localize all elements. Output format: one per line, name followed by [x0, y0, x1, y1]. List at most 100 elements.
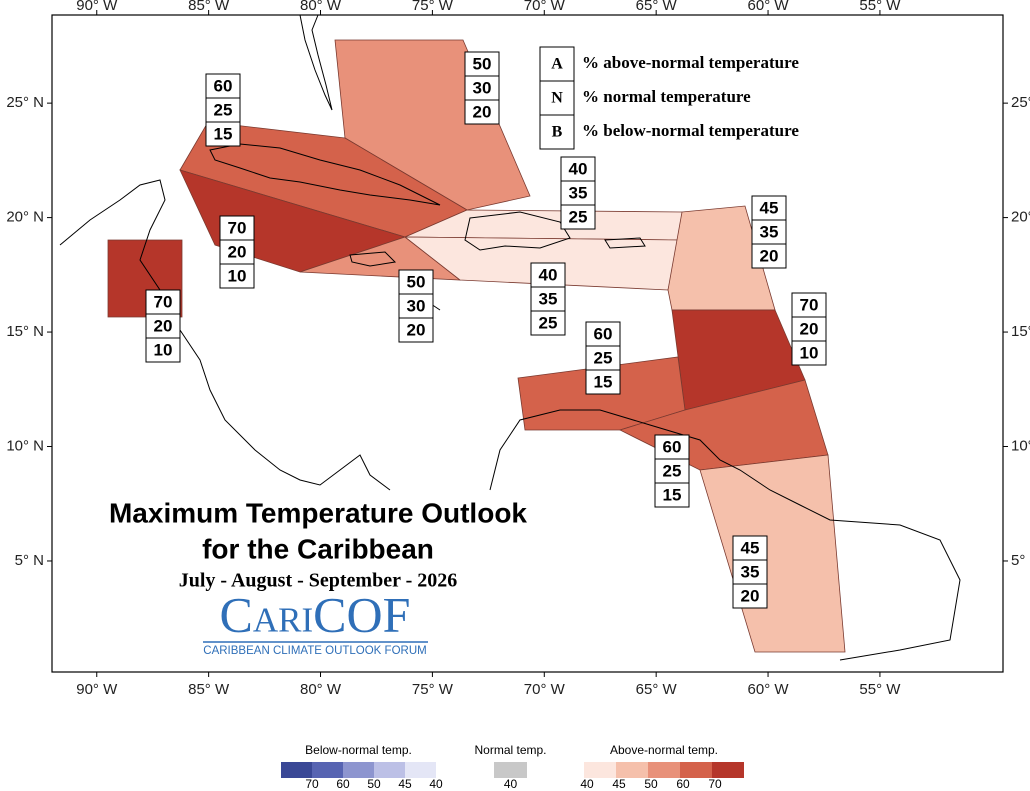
label-cell	[464, 99, 500, 125]
lon-label: 75° W	[412, 0, 454, 14]
scale-swatch	[281, 762, 312, 778]
probability: 15	[663, 485, 682, 504]
probability: 20	[800, 319, 819, 338]
lon-label: 80° W	[300, 0, 342, 14]
label-cell	[205, 121, 241, 147]
scale-tick: 60	[336, 777, 350, 791]
probability: 20	[741, 586, 760, 605]
label-cell	[732, 583, 768, 609]
probability: 20	[228, 242, 247, 261]
title: Maximum Temperature Outlook	[109, 497, 527, 528]
scale-swatch	[680, 762, 712, 778]
probability: 25	[214, 100, 233, 119]
probability: 20	[473, 102, 492, 121]
lat-label: 10° N	[1011, 437, 1030, 454]
south-america	[489, 409, 961, 661]
label-cell	[530, 262, 566, 288]
lat-label: 20° N	[1011, 209, 1030, 226]
scale-swatch	[494, 762, 527, 778]
scale-swatch	[648, 762, 680, 778]
lon-label: 85° W	[188, 0, 230, 14]
probability: 60	[594, 324, 613, 343]
scale-swatch	[343, 762, 374, 778]
lon-label: 65° W	[636, 0, 678, 14]
key-cell	[539, 114, 575, 150]
lon-label: 80° W	[300, 681, 342, 698]
probability: 20	[760, 246, 779, 265]
scale-tick: 50	[644, 777, 658, 791]
puerto-rico	[604, 237, 646, 249]
lon-label: 75° W	[412, 681, 454, 698]
probability: 35	[741, 562, 760, 581]
label-cell	[145, 337, 181, 363]
label-cell	[219, 263, 255, 289]
label-cell	[585, 321, 621, 347]
probability: 45	[741, 538, 760, 557]
probability: 45	[760, 198, 779, 217]
logo-name: CariCOF	[220, 586, 411, 642]
central-america	[59, 179, 391, 491]
scale-swatch	[405, 762, 436, 778]
label-cell	[205, 97, 241, 123]
scale-tick: 40	[580, 777, 594, 791]
probability: 10	[800, 343, 819, 362]
key-text: % above-normal temperature	[582, 53, 799, 72]
scale-tick: 50	[367, 777, 381, 791]
probability: 15	[594, 372, 613, 391]
key-letter: B	[552, 124, 563, 141]
probability: 40	[539, 265, 558, 284]
scale-swatch	[616, 762, 648, 778]
label-cell	[560, 180, 596, 206]
label-cell	[654, 458, 690, 484]
lon-label: 65° W	[636, 681, 678, 698]
lon-label: 70° W	[524, 0, 566, 14]
label-cell	[654, 482, 690, 508]
scale-tick: 45	[398, 777, 412, 791]
label-cell	[585, 369, 621, 395]
probability: 70	[154, 292, 173, 311]
scale-swatch	[584, 762, 616, 778]
cuba	[209, 143, 441, 206]
lon-label: 85° W	[188, 681, 230, 698]
label-cell	[791, 340, 827, 366]
lon-label: 55° W	[859, 0, 901, 14]
lat-label: 25° N	[6, 94, 44, 111]
period: July - August - September - 2026	[179, 570, 458, 592]
probability: 20	[154, 316, 173, 335]
jamaica	[349, 251, 397, 267]
key-letter: N	[551, 90, 563, 107]
probability: 25	[594, 348, 613, 367]
label-cell	[560, 204, 596, 230]
key-letter: A	[551, 56, 563, 73]
key: A % above-normal temperature N % normal tem…	[539, 46, 799, 150]
probability: 15	[214, 124, 233, 143]
label-cell	[219, 215, 255, 241]
probability: 30	[473, 78, 492, 97]
probability: 20	[407, 320, 426, 339]
lon-label: 90° W	[76, 681, 118, 698]
logo-tagline: CARIBBEAN CLIMATE OUTLOOK FORUM	[203, 645, 426, 657]
label-cell	[560, 156, 596, 182]
label-cell	[654, 434, 690, 460]
lon-label: 55° W	[859, 681, 901, 698]
probability: 35	[539, 289, 558, 308]
probability: 35	[569, 183, 588, 202]
lat-label: 15° N	[6, 323, 44, 340]
lat-label: 10° N	[6, 437, 44, 454]
hispaniola	[464, 211, 571, 251]
probability: 50	[407, 272, 426, 291]
lat-label: 5° N	[1011, 552, 1030, 569]
scale-tick: 70	[305, 777, 319, 791]
probability: 25	[569, 207, 588, 226]
probability: 30	[407, 296, 426, 315]
lat-label: 20° N	[6, 209, 44, 226]
probability: 40	[569, 159, 588, 178]
subtitle: for the Caribbean	[202, 533, 434, 564]
label-cell	[398, 317, 434, 343]
label-cell	[398, 269, 434, 295]
label-cell	[464, 75, 500, 101]
probability: 35	[760, 222, 779, 241]
lat-label: 5° N	[15, 552, 44, 569]
probability: 70	[800, 295, 819, 314]
